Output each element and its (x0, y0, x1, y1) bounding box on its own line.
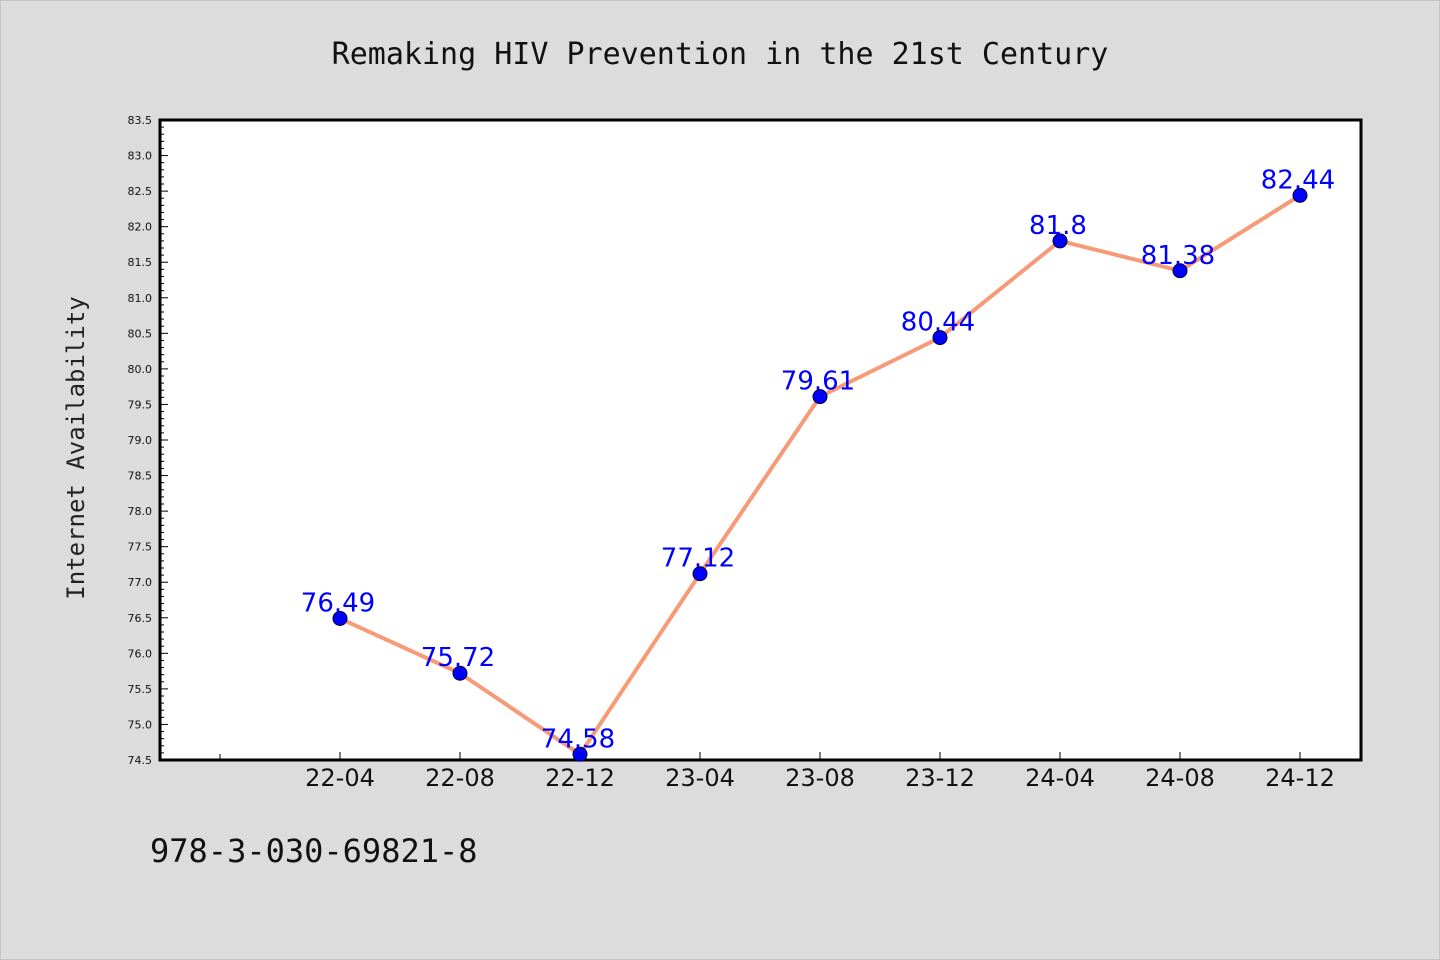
data-point (1172, 263, 1188, 279)
data-label: 74.58 (541, 724, 615, 754)
data-labels: 76.49 75.72 74.58 77.12 79.61 80.44 81.8 81.38 8… (301, 165, 1335, 754)
y-tick-label: 81.5 (128, 256, 153, 269)
y-tick-label: 80.0 (128, 363, 153, 376)
data-point (572, 746, 588, 762)
data-label: 80.44 (901, 308, 975, 338)
x-tick-label: 23-12 (905, 764, 975, 792)
y-tick-label: 80.5 (128, 327, 153, 340)
y-tick-label: 83.5 (128, 114, 153, 127)
chart-title: Remaking HIV Prevention in the 21st Cent… (332, 37, 1109, 72)
x-tick-label: 24-04 (1025, 764, 1095, 792)
y-axis-label: Internet Availability (62, 296, 90, 599)
y-tick-label: 75.0 (128, 718, 153, 731)
data-label: 76.49 (301, 588, 375, 618)
y-tick-label: 83.0 (128, 150, 153, 163)
x-axis-ticks: 22-04 22-08 22-12 23-04 23-08 23-12 24-04 24-08… (219, 752, 1335, 792)
y-tick-label: 81.0 (128, 292, 153, 305)
x-tick-label: 23-08 (785, 764, 855, 792)
data-label: 77.12 (661, 544, 735, 574)
x-tick-label: 22-08 (425, 764, 495, 792)
data-label: 81.8 (1029, 211, 1087, 241)
data-markers (332, 187, 1308, 762)
y-tick-label: 78.0 (128, 505, 153, 518)
data-label: 81.38 (1141, 241, 1215, 271)
y-axis-ticks: 74.5 75.0 75.5 76.0 76.5 77.0 77.5 78.0 78.5 79.0… (128, 114, 168, 767)
data-point (1292, 187, 1308, 203)
y-tick-label: 77.0 (128, 576, 153, 589)
data-point (452, 665, 468, 681)
data-point (812, 389, 828, 405)
y-tick-label: 78.5 (128, 470, 153, 483)
data-point (932, 330, 948, 346)
data-point (692, 566, 708, 582)
data-point (1052, 233, 1068, 249)
x-tick-label: 22-12 (545, 764, 615, 792)
y-tick-label: 76.0 (128, 647, 153, 660)
y-tick-label: 82.0 (128, 221, 153, 234)
y-tick-label: 74.5 (128, 754, 153, 767)
plot-area (158, 118, 1363, 762)
data-point (332, 610, 348, 626)
y-tick-label: 77.5 (128, 541, 153, 554)
x-tick-label: 22-04 (305, 764, 375, 792)
y-tick-label: 82.5 (128, 185, 153, 198)
x-tick-label: 24-12 (1265, 764, 1335, 792)
data-label: 75.72 (421, 643, 495, 673)
y-tick-label: 75.5 (128, 683, 153, 696)
x-tick-label: 23-04 (665, 764, 735, 792)
y-tick-label: 76.5 (128, 612, 153, 625)
data-label: 82.44 (1261, 165, 1335, 195)
isbn-text: 978-3-030-69821-8 (150, 832, 478, 870)
x-tick-label: 24-08 (1145, 764, 1215, 792)
data-label: 79.61 (781, 367, 855, 397)
y-tick-label: 79.5 (128, 398, 153, 411)
y-tick-label: 79.0 (128, 434, 153, 447)
